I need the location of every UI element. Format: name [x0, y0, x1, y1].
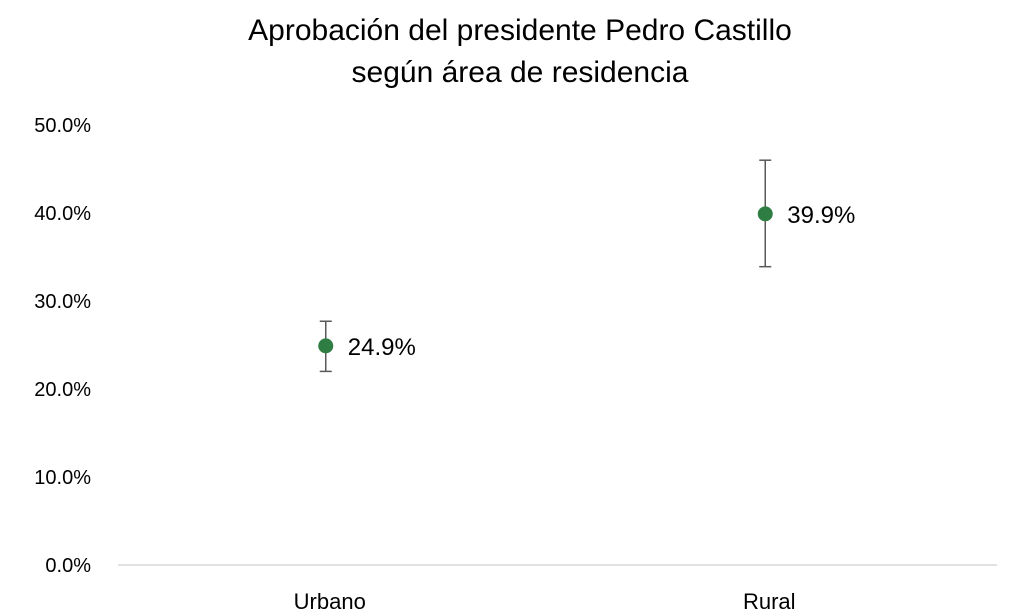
y-tick-label: 40.0%: [34, 203, 91, 225]
y-tick-label: 10.0%: [34, 467, 91, 489]
x-category-label: Rural: [743, 589, 796, 614]
data-point: [757, 206, 773, 222]
y-tick-label: 20.0%: [34, 379, 91, 401]
chart-subtitle: según área de residencia: [351, 56, 689, 89]
data-point: [318, 338, 334, 354]
y-tick-label: 50.0%: [34, 115, 91, 137]
chart-title-block: Aprobación del presidente Pedro Castillo…: [0, 10, 1015, 94]
chart-title: Aprobación del presidente Pedro Castillo: [248, 14, 792, 47]
y-tick-label: 0.0%: [45, 555, 91, 577]
data-label: 24.9%: [348, 334, 416, 361]
data-label: 39.9%: [787, 202, 855, 229]
y-tick-label: 30.0%: [34, 291, 91, 313]
x-category-label: Urbano: [294, 589, 366, 614]
